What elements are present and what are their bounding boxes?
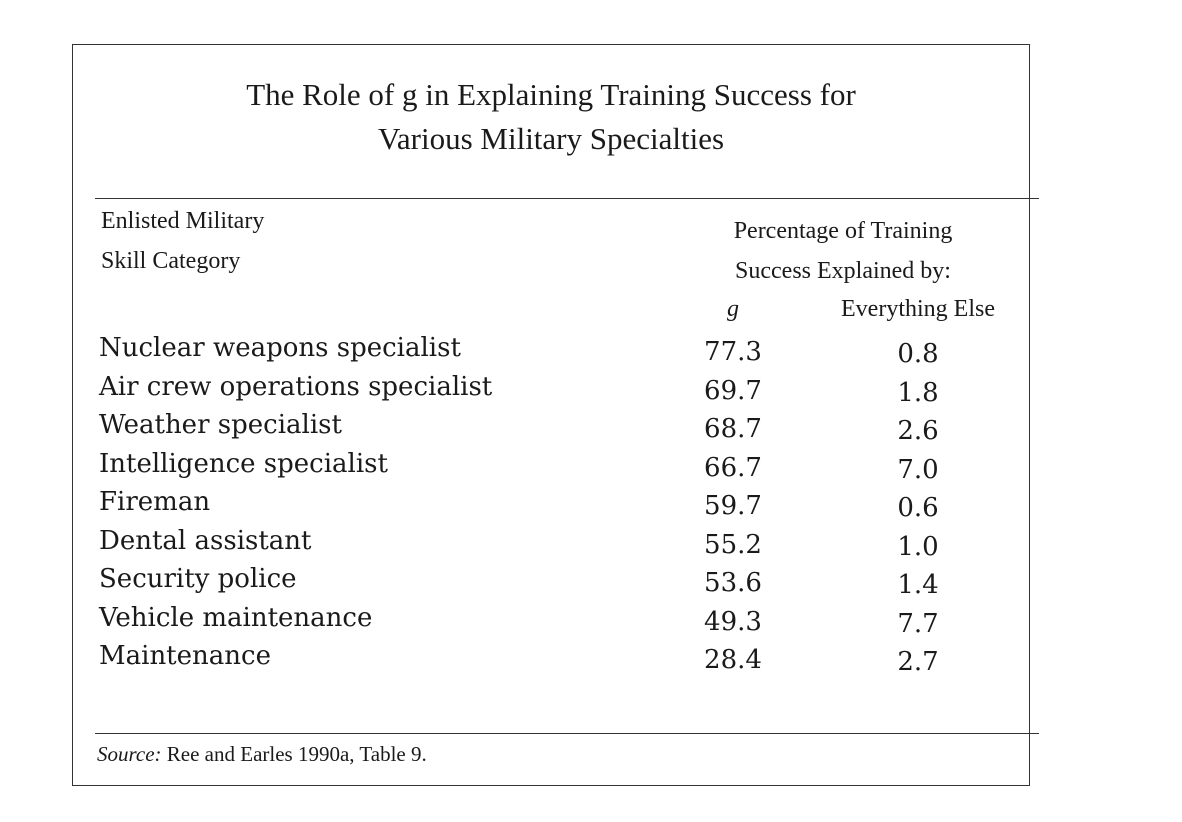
skill-category-cell: Nuclear weapons specialist — [99, 333, 461, 363]
g-value-cell: 68.7 — [704, 414, 762, 444]
g-value-cell: 77.3 — [704, 337, 762, 367]
percentage-header-line-1: Percentage of Training — [733, 218, 953, 244]
g-value-cell: 28.4 — [704, 645, 762, 675]
g-value-cell: 55.2 — [704, 529, 762, 560]
table-row: Air crew operations specialist 69.7 1.8 — [73, 370, 1029, 409]
table-row: Dental assistant 55.2 1.0 — [73, 524, 1029, 563]
footer-rule — [95, 733, 1039, 734]
table-row: Weather specialist 68.7 2.6 — [73, 408, 1029, 447]
everything-else-value-cell: 1.8 — [897, 377, 939, 408]
g-value-cell: 49.3 — [704, 606, 762, 637]
table-row: Fireman 59.7 0.6 — [73, 485, 1029, 524]
g-value-cell: 66.7 — [704, 452, 762, 483]
percentage-group-header: Percentage of Training Success Explained… — [653, 211, 1033, 291]
g-value-cell: 59.7 — [704, 491, 762, 521]
skill-category-cell: Vehicle maintenance — [99, 602, 373, 633]
table-row: Nuclear weapons specialist 77.3 0.8 — [73, 331, 1029, 370]
percentage-header-line-2: Success Explained by: — [735, 258, 951, 284]
g-value-cell: 53.6 — [704, 568, 762, 598]
g-value-cell: 69.7 — [704, 375, 762, 406]
category-column-header: Enlisted Military Skill Category — [101, 201, 264, 281]
everything-else-column-header: Everything Else — [841, 296, 995, 322]
source-label: Source: — [97, 742, 162, 766]
table-row: Security police 53.6 1.4 — [73, 562, 1029, 601]
skill-category-cell: Intelligence specialist — [99, 448, 388, 479]
skill-category-cell: Dental assistant — [99, 525, 312, 556]
skill-category-cell: Maintenance — [99, 641, 271, 671]
skill-category-cell: Security police — [99, 564, 297, 594]
table-row: Maintenance 28.4 2.7 — [73, 639, 1029, 678]
table-frame: The Role of g in Explaining Training Suc… — [72, 44, 1039, 786]
title-line-2: Various Military Specialties — [377, 121, 725, 156]
everything-else-value-cell: 0.8 — [897, 339, 939, 369]
everything-else-value-cell: 2.7 — [897, 647, 939, 677]
skill-category-cell: Fireman — [99, 487, 211, 517]
source-text: Ree and Earles 1990a, Table 9. — [161, 742, 427, 766]
everything-else-value-cell: 7.0 — [897, 454, 939, 485]
table-row: Intelligence specialist 66.7 7.0 — [73, 447, 1029, 486]
category-header-line-1: Enlisted Military — [101, 208, 265, 234]
skill-category-cell: Air crew operations specialist — [99, 371, 493, 402]
header-rule — [95, 198, 1039, 199]
category-header-line-2: Skill Category — [101, 248, 241, 274]
g-column-header: g — [727, 296, 739, 322]
everything-else-value-cell: 1.0 — [897, 531, 939, 562]
everything-else-value-cell: 0.6 — [897, 493, 939, 523]
everything-else-value-cell: 1.4 — [897, 570, 939, 600]
everything-else-value-cell: 2.6 — [897, 416, 939, 446]
everything-else-value-cell: 7.7 — [897, 608, 939, 639]
skill-category-cell: Weather specialist — [99, 410, 342, 440]
table-body: Nuclear weapons specialist 77.3 0.8 Air cre… — [73, 331, 1029, 678]
table-row: Vehicle maintenance 49.3 7.7 — [73, 601, 1029, 640]
title-line-1: The Role of g in Explaining Training Suc… — [246, 77, 856, 112]
table-title: The Role of g in Explaining Training Suc… — [73, 73, 1029, 161]
source-note: Source: Ree and Earles 1990a, Table 9. — [97, 739, 427, 769]
